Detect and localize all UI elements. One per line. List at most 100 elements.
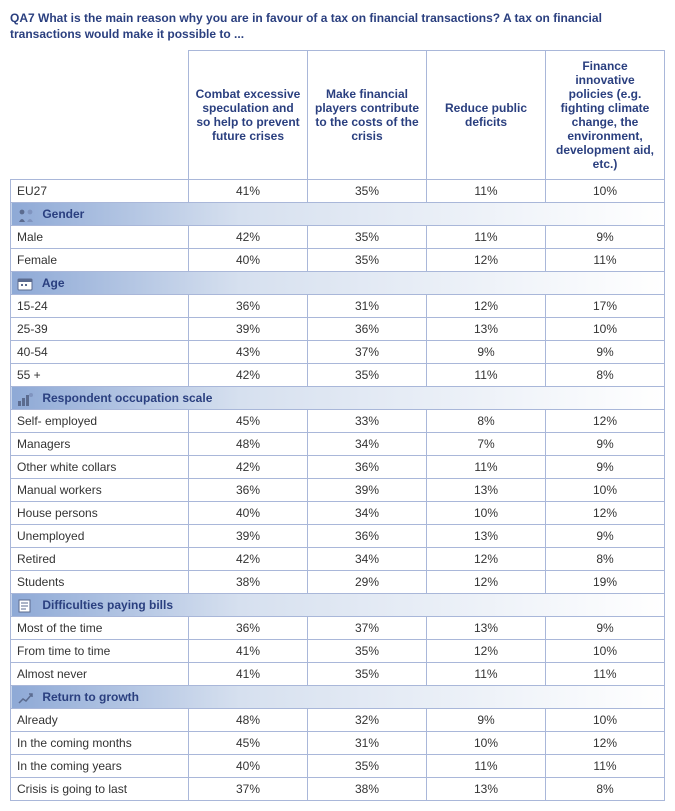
data-cell: 40% [189, 502, 308, 525]
row-label: Other white collars [11, 456, 189, 479]
data-cell: 48% [189, 433, 308, 456]
data-cell: 11% [427, 180, 546, 203]
row-label: Managers [11, 433, 189, 456]
section-row: Age [11, 272, 665, 295]
table-row: Female40%35%12%11% [11, 249, 665, 272]
data-cell: 13% [427, 778, 546, 801]
data-cell: 35% [308, 180, 427, 203]
table-row: Manual workers36%39%13%10% [11, 479, 665, 502]
data-cell: 34% [308, 548, 427, 571]
section-title: Respondent occupation scale [39, 391, 212, 405]
table-row: EU2741%35%11%10% [11, 180, 665, 203]
row-label: Self- employed [11, 410, 189, 433]
calendar-icon [17, 277, 35, 291]
data-cell: 13% [427, 318, 546, 341]
data-cell: 35% [308, 640, 427, 663]
data-cell: 31% [308, 732, 427, 755]
data-cell: 36% [189, 617, 308, 640]
col-header: Combat excessive speculation and so help… [189, 51, 308, 180]
data-cell: 40% [189, 755, 308, 778]
data-cell: 36% [189, 479, 308, 502]
table-row: Male42%35%11%9% [11, 226, 665, 249]
row-label: Retired [11, 548, 189, 571]
data-cell: 11% [546, 663, 665, 686]
data-cell: 42% [189, 364, 308, 387]
table-row: Most of the time36%37%13%9% [11, 617, 665, 640]
row-label: Already [11, 709, 189, 732]
header-row: Combat excessive speculation and so help… [11, 51, 665, 180]
data-cell: 45% [189, 732, 308, 755]
data-cell: 9% [546, 617, 665, 640]
data-cell: 35% [308, 364, 427, 387]
data-cell: 36% [308, 318, 427, 341]
data-cell: 40% [189, 249, 308, 272]
col-header: Reduce public deficits [427, 51, 546, 180]
data-cell: 10% [546, 479, 665, 502]
data-cell: 11% [427, 456, 546, 479]
data-cell: 42% [189, 548, 308, 571]
row-label: 25-39 [11, 318, 189, 341]
table-row: From time to time41%35%12%10% [11, 640, 665, 663]
data-cell: 8% [546, 778, 665, 801]
data-cell: 31% [308, 295, 427, 318]
data-cell: 35% [308, 663, 427, 686]
row-label: Unemployed [11, 525, 189, 548]
question-text: QA7 What is the main reason why you are … [10, 10, 665, 42]
data-cell: 33% [308, 410, 427, 433]
data-cell: 13% [427, 525, 546, 548]
data-cell: 34% [308, 502, 427, 525]
section-row: Gender [11, 203, 665, 226]
row-label: 40-54 [11, 341, 189, 364]
row-label: From time to time [11, 640, 189, 663]
row-label: Female [11, 249, 189, 272]
section-title: Gender [39, 207, 84, 221]
table-row: Almost never41%35%11%11% [11, 663, 665, 686]
data-cell: 9% [427, 709, 546, 732]
row-label: In the coming years [11, 755, 189, 778]
data-cell: 10% [546, 640, 665, 663]
section-header: Respondent occupation scale [11, 387, 665, 410]
section-row: Difficulties paying bills [11, 594, 665, 617]
table-row: House persons40%34%10%12% [11, 502, 665, 525]
table-row: Unemployed39%36%13%9% [11, 525, 665, 548]
survey-table: Combat excessive speculation and so help… [10, 50, 665, 801]
data-cell: 12% [427, 249, 546, 272]
data-cell: 11% [546, 755, 665, 778]
section-title: Return to growth [39, 690, 139, 704]
row-label: 55 + [11, 364, 189, 387]
data-cell: 41% [189, 663, 308, 686]
data-cell: 43% [189, 341, 308, 364]
data-cell: 35% [308, 226, 427, 249]
table-row: Already48%32%9%10% [11, 709, 665, 732]
data-cell: 13% [427, 617, 546, 640]
data-cell: 10% [427, 502, 546, 525]
data-cell: 12% [546, 410, 665, 433]
table-row: Other white collars42%36%11%9% [11, 456, 665, 479]
data-cell: 11% [427, 226, 546, 249]
table-row: In the coming months45%31%10%12% [11, 732, 665, 755]
data-cell: 29% [308, 571, 427, 594]
section-title: Difficulties paying bills [39, 598, 173, 612]
table-row: 40-5443%37%9%9% [11, 341, 665, 364]
col-header: Make financial players contribute to the… [308, 51, 427, 180]
data-cell: 41% [189, 640, 308, 663]
data-cell: 9% [546, 226, 665, 249]
data-cell: 9% [546, 525, 665, 548]
bills-icon [17, 599, 35, 613]
data-cell: 9% [427, 341, 546, 364]
data-cell: 32% [308, 709, 427, 732]
data-cell: 48% [189, 709, 308, 732]
table-row: Self- employed45%33%8%12% [11, 410, 665, 433]
data-cell: 37% [189, 778, 308, 801]
section-header: Difficulties paying bills [11, 594, 665, 617]
row-label: Almost never [11, 663, 189, 686]
data-cell: 19% [546, 571, 665, 594]
table-row: 15-2436%31%12%17% [11, 295, 665, 318]
data-cell: 38% [189, 571, 308, 594]
row-label: House persons [11, 502, 189, 525]
data-cell: 11% [427, 364, 546, 387]
data-cell: 39% [189, 525, 308, 548]
data-cell: 12% [427, 571, 546, 594]
data-cell: 12% [546, 732, 665, 755]
data-cell: 12% [546, 502, 665, 525]
